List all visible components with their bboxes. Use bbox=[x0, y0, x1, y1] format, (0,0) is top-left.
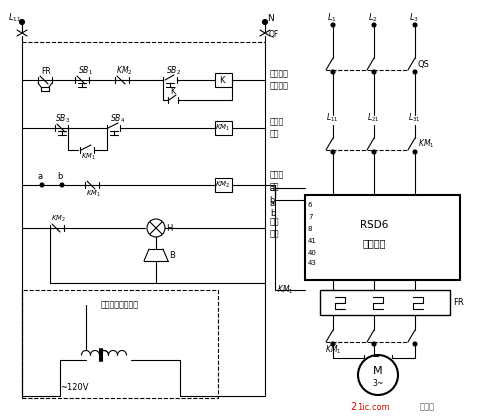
Circle shape bbox=[331, 23, 335, 27]
Text: 2: 2 bbox=[350, 402, 356, 412]
Circle shape bbox=[147, 219, 165, 237]
Text: FR: FR bbox=[41, 66, 51, 75]
Text: QS: QS bbox=[418, 60, 430, 68]
Circle shape bbox=[331, 70, 335, 74]
Circle shape bbox=[40, 183, 44, 187]
Text: H: H bbox=[166, 224, 172, 233]
Circle shape bbox=[331, 342, 335, 346]
Text: 报警: 报警 bbox=[270, 229, 280, 239]
Text: $KM_1$: $KM_1$ bbox=[277, 284, 293, 296]
Text: $KM_1$: $KM_1$ bbox=[81, 152, 96, 162]
Text: $L_{11}$: $L_{11}$ bbox=[326, 112, 338, 124]
Text: $L_{21}$: $L_{21}$ bbox=[366, 112, 380, 124]
Bar bbox=[320, 290, 450, 315]
Circle shape bbox=[413, 150, 417, 154]
Text: 启动器: 启动器 bbox=[270, 171, 284, 179]
Circle shape bbox=[60, 183, 64, 187]
Text: 运行: 运行 bbox=[270, 130, 280, 138]
Text: $L_{11}$: $L_{11}$ bbox=[8, 12, 22, 24]
Bar bbox=[215, 73, 232, 87]
Text: $KM_2$: $KM_2$ bbox=[116, 65, 132, 77]
Text: 41: 41 bbox=[308, 238, 317, 244]
Text: $L_1$: $L_1$ bbox=[327, 12, 337, 24]
Text: $KM_1$: $KM_1$ bbox=[325, 344, 342, 356]
Circle shape bbox=[372, 150, 376, 154]
Text: 8: 8 bbox=[308, 226, 312, 232]
Text: 故障: 故障 bbox=[270, 183, 280, 191]
Text: a: a bbox=[37, 171, 42, 181]
Text: 接通软启: 接通软启 bbox=[270, 70, 289, 78]
Text: K: K bbox=[170, 86, 175, 95]
Text: $L_3$: $L_3$ bbox=[409, 12, 419, 24]
Text: $KM_2$: $KM_2$ bbox=[215, 180, 230, 190]
Circle shape bbox=[20, 20, 24, 25]
Text: $KM_1$: $KM_1$ bbox=[86, 189, 101, 199]
Text: $KM_2$: $KM_2$ bbox=[51, 214, 66, 224]
Text: 43: 43 bbox=[308, 260, 317, 266]
Text: 7: 7 bbox=[308, 214, 312, 220]
Text: 40: 40 bbox=[308, 250, 317, 256]
Circle shape bbox=[331, 150, 335, 154]
Circle shape bbox=[413, 70, 417, 74]
Text: N: N bbox=[267, 13, 274, 23]
Bar bbox=[22, 290, 218, 398]
Text: a: a bbox=[270, 198, 275, 208]
Text: $SB_1$: $SB_1$ bbox=[78, 65, 93, 77]
Circle shape bbox=[372, 70, 376, 74]
Text: $SB_4$: $SB_4$ bbox=[110, 113, 125, 125]
Text: 6: 6 bbox=[308, 202, 312, 208]
Circle shape bbox=[413, 23, 417, 27]
Text: $SB_2$: $SB_2$ bbox=[166, 65, 181, 77]
Text: $L_2$: $L_2$ bbox=[368, 12, 378, 24]
Text: K: K bbox=[219, 75, 224, 85]
Text: B: B bbox=[169, 251, 175, 261]
Text: b: b bbox=[269, 196, 274, 204]
Text: 电子网: 电子网 bbox=[420, 402, 435, 412]
Text: $SB_3$: $SB_3$ bbox=[55, 113, 70, 125]
Text: RSD6: RSD6 bbox=[360, 220, 388, 230]
Text: 软启动器内部提供: 软启动器内部提供 bbox=[101, 301, 139, 309]
Text: b: b bbox=[270, 208, 276, 218]
Circle shape bbox=[372, 23, 376, 27]
Bar bbox=[215, 178, 232, 192]
Bar bbox=[305, 195, 460, 280]
Text: a: a bbox=[269, 183, 274, 193]
Circle shape bbox=[372, 342, 376, 346]
Text: 动器电源: 动器电源 bbox=[270, 81, 289, 90]
Text: $KM_1$: $KM_1$ bbox=[215, 123, 230, 133]
Text: M: M bbox=[373, 366, 383, 376]
Text: $3$~: $3$~ bbox=[372, 377, 384, 387]
Text: $KM_1$: $KM_1$ bbox=[418, 138, 434, 150]
Text: 故障: 故障 bbox=[270, 218, 280, 226]
Text: 启动器: 启动器 bbox=[270, 118, 284, 126]
Text: FR: FR bbox=[453, 298, 464, 307]
Text: ~120V: ~120V bbox=[60, 384, 88, 392]
Text: b: b bbox=[57, 171, 62, 181]
Text: QF: QF bbox=[269, 30, 279, 38]
Circle shape bbox=[413, 342, 417, 346]
Circle shape bbox=[262, 20, 268, 25]
Bar bbox=[215, 121, 232, 135]
Circle shape bbox=[358, 355, 398, 395]
Text: 软启动器: 软启动器 bbox=[363, 238, 386, 248]
Text: $L_{31}$: $L_{31}$ bbox=[408, 112, 420, 124]
Text: 1ic.com: 1ic.com bbox=[357, 402, 390, 412]
